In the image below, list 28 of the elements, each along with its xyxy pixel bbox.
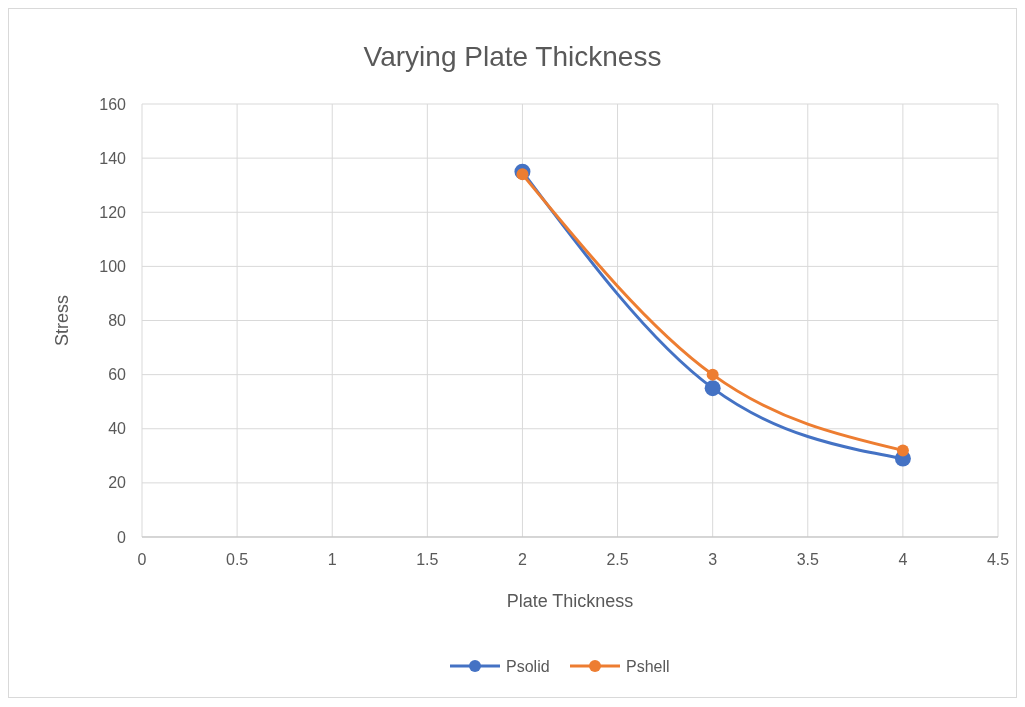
x-tick-label: 4.5 — [986, 551, 1010, 568]
x-axis-title: Plate Thickness — [506, 591, 634, 611]
x-tick-label: 4 — [898, 551, 908, 568]
x-tick-label: 1.5 — [416, 551, 439, 568]
point — [706, 368, 719, 381]
y-tick-label: 160 — [99, 95, 127, 113]
y-tick-label: 40 — [108, 420, 127, 438]
y-tick-label: 140 — [99, 149, 127, 167]
x-tick-label: 0 — [137, 551, 147, 568]
y-tick-label: 100 — [99, 257, 127, 275]
legend-label: Pshell — [626, 657, 670, 675]
x-tick-label: 2.5 — [606, 551, 629, 568]
x-tick-label: 0.5 — [225, 551, 249, 568]
y-tick-label: 120 — [99, 203, 127, 221]
point — [516, 168, 529, 181]
y-axis-title: Stress — [52, 294, 72, 347]
y-tick-label: 20 — [108, 474, 127, 492]
point — [704, 380, 721, 397]
chart-title: Varying Plate Thickness — [363, 41, 662, 72]
point — [896, 444, 909, 457]
y-tick-label: 0 — [117, 528, 127, 546]
x-tick-label: 2 — [517, 551, 527, 568]
y-tick-label: 60 — [108, 366, 127, 384]
x-tick-label: 3.5 — [796, 551, 819, 568]
legend-label: Psolid — [506, 657, 550, 675]
y-tick-label: 80 — [108, 312, 127, 330]
x-tick-label: 3 — [708, 551, 718, 568]
x-tick-label: 1 — [327, 551, 337, 568]
